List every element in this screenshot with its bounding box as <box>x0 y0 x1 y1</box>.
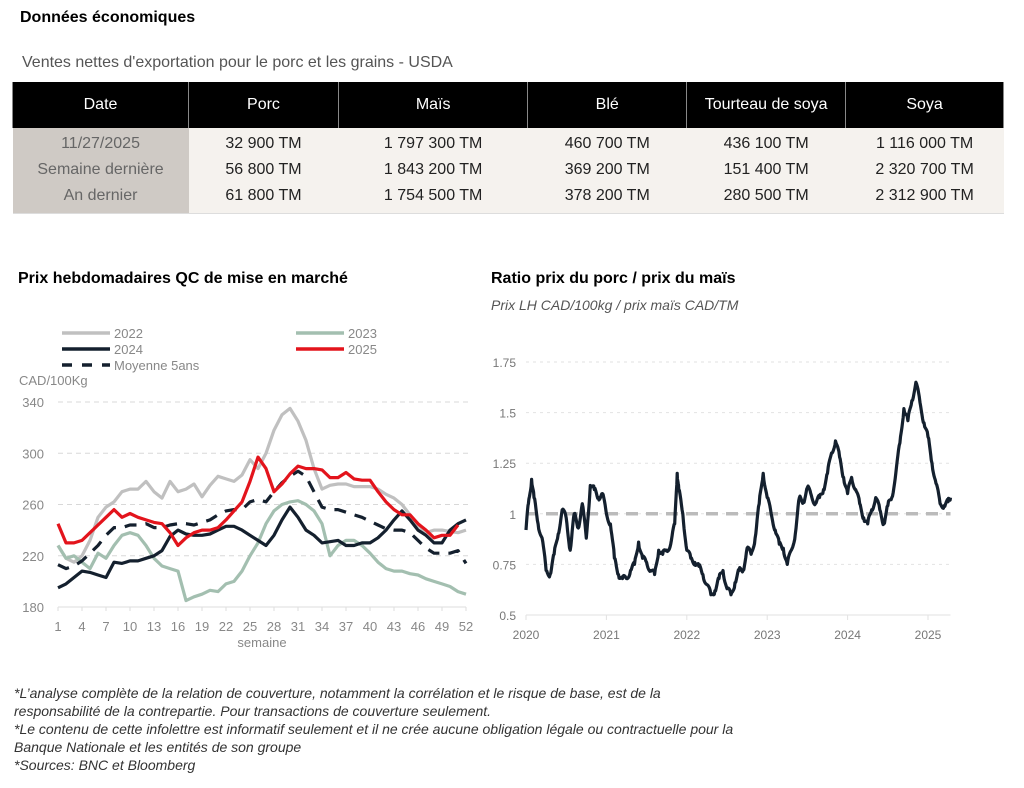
table-header-row: Date Porc Maïs Blé Tourteau de soya Soya <box>11 82 1004 128</box>
series-line-2023 <box>56 499 467 603</box>
row-date: An dernier <box>12 183 189 214</box>
x-tick-label: 2023 <box>754 628 781 642</box>
table-caption: Ventes nettes d'exportation pour le porc… <box>22 54 453 71</box>
cell-soya: 1 116 000 TM <box>845 128 1004 157</box>
footnote-line: *L’analyse complète de la relation de co… <box>14 685 661 701</box>
column-header-tourteau: Tourteau de soya <box>686 82 847 128</box>
ratio-chart-subtitle: Prix LH CAD/100kg / prix maïs CAD/TM <box>491 297 739 313</box>
cell-porc: 56 800 TM <box>188 157 339 183</box>
footnote-line: responsabilité de la contrepartie. Pour … <box>14 703 492 719</box>
cell-mais: 1 843 200 TM <box>338 157 528 183</box>
y-axis-label: CAD/100Kg <box>19 373 88 388</box>
weekly-price-chart: 2022 2023 2024 2025 Moyenne 5ans CAD/100Kg 180… <box>19 326 473 650</box>
x-tick-label: 22 <box>219 619 233 634</box>
x-axis-label: semaine <box>237 635 286 650</box>
x-tick-label: 25 <box>243 619 257 634</box>
cell-porc: 32 900 TM <box>188 128 339 157</box>
x-tick-label: 2025 <box>915 628 942 642</box>
y-tick-label: 220 <box>22 549 44 564</box>
cell-soya: 2 312 900 TM <box>845 183 1004 214</box>
y-tick-label: 300 <box>22 446 44 461</box>
table-row: 11/27/2025 32 900 TM 1 797 300 TM 460 70… <box>12 128 1004 157</box>
cell-mais: 1 797 300 TM <box>338 128 528 157</box>
x-tick-label: 2024 <box>834 628 861 642</box>
y-tick-label: 0.5 <box>499 609 516 623</box>
x-tick-label: 2021 <box>593 628 620 642</box>
column-header-soya: Soya <box>845 82 1004 128</box>
legend-label: 2023 <box>348 326 377 341</box>
series-line-2025 <box>56 455 460 548</box>
cell-tourteau: 436 100 TM <box>686 128 846 157</box>
ratio-chart: 0.5 0.75 1 1.25 1.5 1.75 2020 2021 2022 2023 2024 2… <box>493 356 953 642</box>
cell-ble: 369 200 TM <box>527 157 687 183</box>
x-tick-label: 28 <box>267 619 281 634</box>
cell-ble: 378 200 TM <box>527 183 687 214</box>
x-tick-label: 16 <box>171 619 185 634</box>
weekly-price-chart-title: Prix hebdomadaires QC de mise en marché <box>18 270 348 287</box>
y-tick-label: 1.75 <box>493 356 517 370</box>
x-tick-label: 49 <box>435 619 449 634</box>
x-tick-label: 34 <box>315 619 329 634</box>
export-sales-table: Date Porc Maïs Blé Tourteau de soya Soya… <box>11 82 1004 214</box>
table-row: An dernier 61 800 TM 1 754 500 TM 378 20… <box>12 183 1004 214</box>
x-tick-label: 2022 <box>673 628 700 642</box>
series-line-moyenne-5ans <box>57 469 468 571</box>
legend-label: 2025 <box>348 342 377 357</box>
row-date: Semaine dernière <box>12 157 189 183</box>
y-tick-label: 1 <box>509 508 516 522</box>
cell-soya: 2 320 700 TM <box>845 157 1004 183</box>
series-line-ratio <box>524 380 953 597</box>
column-header-porc: Porc <box>188 82 339 128</box>
x-tick-label: 7 <box>102 619 109 634</box>
x-tick-label: 37 <box>339 619 353 634</box>
y-tick-label: 1.5 <box>499 407 516 421</box>
y-tick-label: 260 <box>22 498 44 513</box>
section-title: Données économiques <box>20 9 196 26</box>
cell-tourteau: 151 400 TM <box>686 157 846 183</box>
x-tick-label: 52 <box>459 619 473 634</box>
legend-label: 2024 <box>114 342 143 357</box>
row-date: 11/27/2025 <box>12 128 189 157</box>
x-tick-label: 46 <box>411 619 425 634</box>
x-tick-label: 10 <box>123 619 137 634</box>
series-line-2024 <box>57 505 467 590</box>
x-tick-label: 2020 <box>513 628 540 642</box>
x-tick-label: 13 <box>147 619 161 634</box>
column-header-date: Date <box>11 82 190 128</box>
footnote-line: *Le contenu de cette infolettre est info… <box>14 721 734 737</box>
footnote-line: Banque Nationale et les entités de son g… <box>14 739 302 755</box>
y-tick-label: 340 <box>22 395 44 410</box>
cell-mais: 1 754 500 TM <box>338 183 528 214</box>
x-tick-label: 4 <box>78 619 85 634</box>
ratio-chart-title: Ratio prix du porc / prix du maïs <box>491 270 736 287</box>
y-tick-label: 0.75 <box>493 558 517 572</box>
column-header-ble: Blé <box>527 82 688 128</box>
footnotes: *L’analyse complète de la relation de co… <box>14 684 854 774</box>
footnote-line: *Sources: BNC et Bloomberg <box>14 757 196 773</box>
cell-ble: 460 700 TM <box>527 128 687 157</box>
x-tick-label: 40 <box>363 619 377 634</box>
x-tick-label: 31 <box>291 619 305 634</box>
table-row: Semaine dernière 56 800 TM 1 843 200 TM … <box>12 157 1004 183</box>
cell-porc: 61 800 TM <box>188 183 339 214</box>
x-tick-label: 43 <box>387 619 401 634</box>
x-tick-label: 1 <box>54 619 61 634</box>
y-tick-label: 180 <box>22 600 44 615</box>
legend-label: 2022 <box>114 326 143 341</box>
y-tick-label: 1.25 <box>493 457 517 471</box>
x-tick-label: 19 <box>195 619 209 634</box>
legend-label: Moyenne 5ans <box>114 358 200 373</box>
cell-tourteau: 280 500 TM <box>686 183 846 214</box>
column-header-mais: Maïs <box>337 82 529 128</box>
